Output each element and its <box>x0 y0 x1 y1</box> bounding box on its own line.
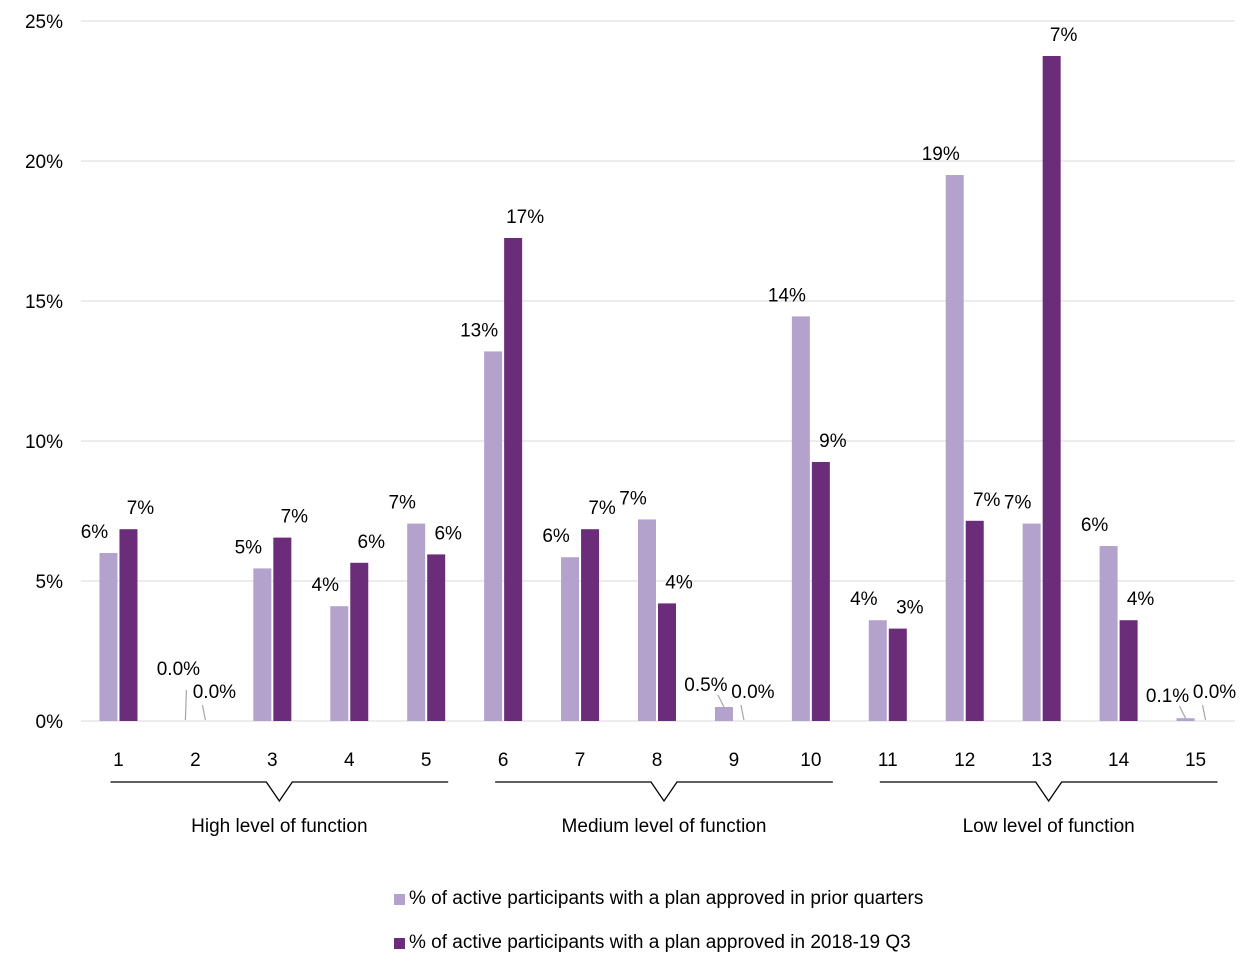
data-label: 4% <box>1127 589 1155 610</box>
bar <box>427 554 446 721</box>
data-label: 19% <box>922 144 960 165</box>
bar-chart: 0%5%10%15%20%25%6%7%10.0%0.0%25%7%34%6%4… <box>25 12 1236 837</box>
bar <box>965 520 984 721</box>
data-label: 0.0% <box>157 659 200 680</box>
bar <box>945 175 964 721</box>
x-tick-label: 11 <box>878 750 898 771</box>
bar <box>1099 546 1118 721</box>
data-label: 3% <box>896 598 924 619</box>
y-tick-label: 5% <box>36 572 64 593</box>
group-label: Medium level of function <box>562 816 767 837</box>
bar <box>1176 718 1195 721</box>
group-bracket <box>879 781 1218 803</box>
data-label: 6% <box>434 523 462 544</box>
data-label: 7% <box>388 493 416 514</box>
data-label: 0.0% <box>1193 682 1236 703</box>
leader-line <box>1201 704 1207 721</box>
data-label: 6% <box>358 532 386 553</box>
bar <box>1022 523 1041 721</box>
bar <box>868 620 887 721</box>
legend-item-prior: % of active participants with a plan app… <box>394 886 923 912</box>
bar <box>888 628 907 721</box>
bar <box>561 557 580 721</box>
bar <box>504 238 523 721</box>
bar <box>811 462 830 721</box>
data-label: 7% <box>281 507 309 528</box>
group-bracket <box>110 781 449 803</box>
leader-line <box>717 694 725 708</box>
data-label: 5% <box>235 537 263 558</box>
leader-line <box>184 689 187 721</box>
bar <box>484 351 503 721</box>
y-tick-label: 0% <box>36 712 64 733</box>
x-tick-label: 6 <box>498 750 509 771</box>
data-label: 0.5% <box>684 675 727 696</box>
data-label: 7% <box>1004 493 1032 514</box>
x-tick-label: 8 <box>652 750 663 771</box>
bar <box>714 707 733 721</box>
legend-label-prior: % of active participants with a plan app… <box>409 888 924 909</box>
bar <box>350 562 369 721</box>
legend: % of active participants with a plan app… <box>394 886 923 974</box>
x-tick-label: 9 <box>729 750 740 771</box>
data-label: 4% <box>312 575 340 596</box>
bar <box>658 603 676 721</box>
data-label: 0.0% <box>731 682 774 703</box>
x-tick-label: 15 <box>1185 750 1206 771</box>
legend-swatch-q3 <box>394 937 405 949</box>
bar <box>581 529 600 721</box>
data-label: 6% <box>542 526 570 547</box>
x-tick-label: 5 <box>421 750 432 771</box>
bar <box>1119 620 1138 721</box>
y-tick-label: 25% <box>25 12 63 33</box>
data-label: 6% <box>1081 515 1109 536</box>
bar <box>791 316 810 721</box>
x-tick-label: 2 <box>190 750 201 771</box>
data-label: 7% <box>619 488 647 509</box>
data-label: 9% <box>819 431 847 452</box>
x-tick-label: 10 <box>800 750 821 771</box>
bar <box>407 523 426 721</box>
group-bracket <box>495 781 833 803</box>
data-label: 6% <box>81 522 109 543</box>
data-label: 7% <box>1050 25 1078 46</box>
x-tick-label: 13 <box>1031 750 1052 771</box>
chart-area: 0% 5% 10% 15% 20% 25% 6% 7% 1 0.0% 0.0% 2 5% 7% 3 4% 6% 4… <box>25 12 1236 837</box>
leader-line <box>201 704 206 721</box>
group-label: High level of function <box>191 816 367 837</box>
leader-line <box>1178 705 1187 719</box>
legend-label-q3: % of active participants with a plan app… <box>409 932 911 953</box>
data-label: 7% <box>588 498 616 519</box>
bar <box>119 529 138 721</box>
x-tick-label: 12 <box>954 750 975 771</box>
bar <box>273 537 292 721</box>
x-tick-label: 1 <box>113 750 124 771</box>
x-tick-label: 14 <box>1108 750 1130 771</box>
legend-swatch-prior <box>394 893 405 905</box>
data-label: 7% <box>973 490 1001 511</box>
group-label: Low level of function <box>963 816 1135 837</box>
data-label: 7% <box>127 498 155 519</box>
bar <box>99 553 118 721</box>
bar <box>330 606 349 721</box>
data-label: 4% <box>850 589 878 610</box>
bar <box>1042 56 1061 721</box>
data-label: 4% <box>665 572 693 593</box>
bar <box>253 568 272 721</box>
legend-item-q3: % of active participants with a plan app… <box>394 930 923 956</box>
x-tick-label: 4 <box>344 750 355 771</box>
y-tick-label: 10% <box>25 432 63 453</box>
bar <box>638 519 656 721</box>
data-label: 0.1% <box>1146 686 1189 707</box>
data-label: 17% <box>506 207 544 228</box>
x-tick-label: 3 <box>267 750 278 771</box>
x-tick-label: 7 <box>575 750 586 771</box>
data-label: 13% <box>460 320 498 341</box>
y-tick-label: 20% <box>25 152 63 173</box>
data-label: 0.0% <box>193 682 236 703</box>
data-label: 14% <box>768 285 806 306</box>
y-tick-label: 15% <box>25 292 63 313</box>
leader-line <box>740 704 745 721</box>
